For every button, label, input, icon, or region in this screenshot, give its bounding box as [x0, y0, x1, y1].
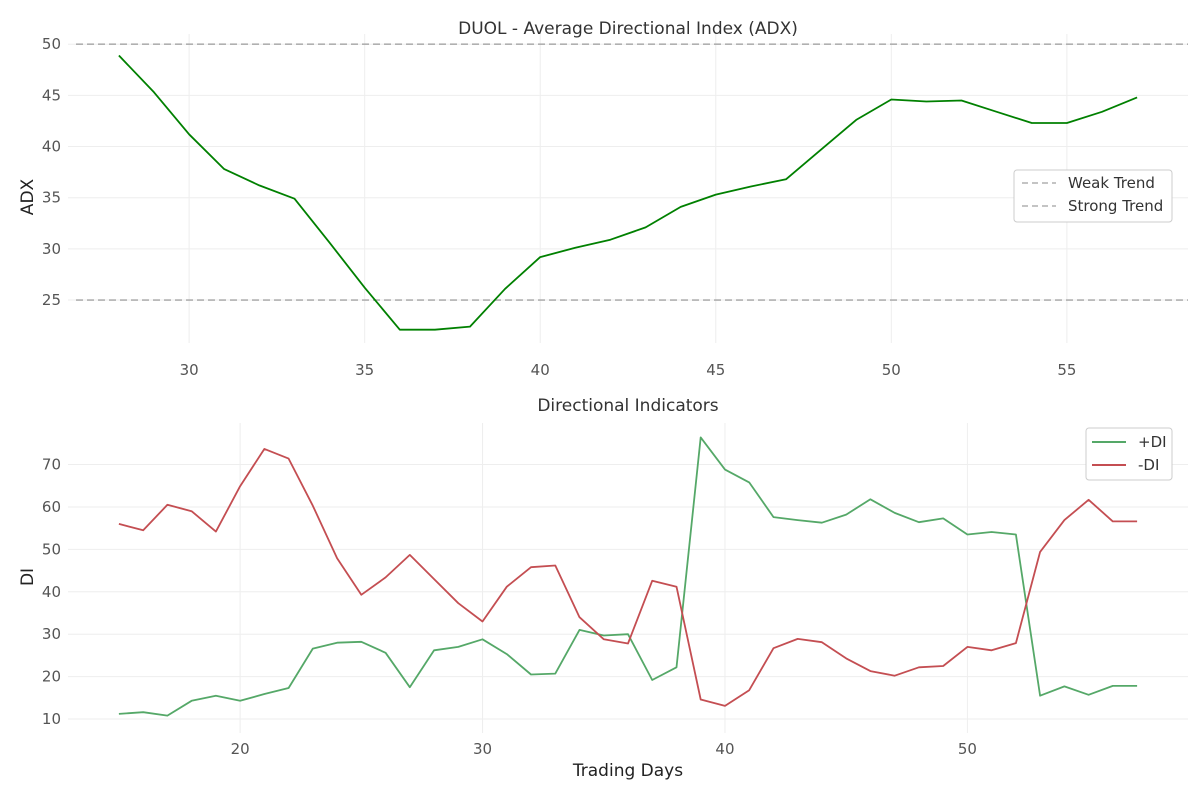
adx-x-ticks: 30 35 40 45 50 55 [180, 361, 1077, 379]
di-y-axis-label: DI [18, 568, 38, 586]
adx-chart: 30 35 40 45 50 55 25 30 35 40 45 50 DUOL - Average… [18, 19, 1188, 379]
di-y-tick-label: 40 [42, 583, 61, 601]
di-chart: 20 30 40 50 10 20 30 40 50 60 70 Directional Indi… [18, 396, 1188, 781]
adx-reference-lines [76, 43, 1188, 301]
adx-chart-title: DUOL - Average Directional Index (ADX) [458, 19, 798, 39]
di-x-tick-label: 30 [473, 740, 492, 758]
adx-x-tick-label: 40 [531, 361, 550, 379]
adx-y-tick-label: 25 [42, 291, 61, 309]
adx-y-tick-label: 35 [42, 189, 61, 207]
adx-y-tick-label: 45 [42, 86, 61, 104]
adx-series [118, 54, 1138, 331]
di-x-axis-label: Trading Days [572, 761, 683, 781]
adx-x-tick-label: 50 [882, 361, 901, 379]
di-x-tick-label: 50 [958, 740, 977, 758]
di-y-tick-label: 20 [42, 668, 61, 686]
legend-plus-di-label: +DI [1138, 433, 1167, 451]
adx-y-tick-label: 30 [42, 240, 61, 258]
adx-x-tick-label: 35 [355, 361, 374, 379]
di-y-tick-label: 70 [42, 456, 61, 474]
legend-minus-di-label: -DI [1138, 456, 1159, 474]
di-y-tick-label: 10 [42, 710, 61, 728]
di-x-tick-label: 40 [715, 740, 734, 758]
minus-di-line [118, 447, 1138, 707]
di-chart-title: Directional Indicators [537, 396, 718, 416]
di-y-tick-label: 50 [42, 540, 61, 558]
adx-y-tick-label: 40 [42, 138, 61, 156]
adx-y-tick-label: 50 [42, 35, 61, 53]
di-legend: +DI -DI [1085, 427, 1173, 481]
plus-di-line [118, 436, 1138, 717]
di-y-tick-label: 30 [42, 625, 61, 643]
adx-legend: Weak Trend Strong Trend [1013, 169, 1173, 223]
di-series [118, 436, 1138, 717]
adx-y-ticks: 25 30 35 40 45 50 [42, 35, 61, 309]
legend-strong-trend-label: Strong Trend [1068, 197, 1163, 215]
di-y-ticks: 10 20 30 40 50 60 70 [42, 456, 61, 728]
adx-x-tick-label: 45 [706, 361, 725, 379]
adx-x-tick-label: 30 [180, 361, 199, 379]
di-x-ticks: 20 30 40 50 [231, 740, 977, 758]
adx-line [118, 54, 1138, 331]
di-y-tick-label: 60 [42, 498, 61, 516]
di-x-tick-label: 20 [231, 740, 250, 758]
adx-x-tick-label: 55 [1057, 361, 1076, 379]
adx-y-axis-label: ADX [18, 178, 38, 215]
legend-weak-trend-label: Weak Trend [1068, 174, 1155, 192]
di-grid [68, 423, 1188, 733]
